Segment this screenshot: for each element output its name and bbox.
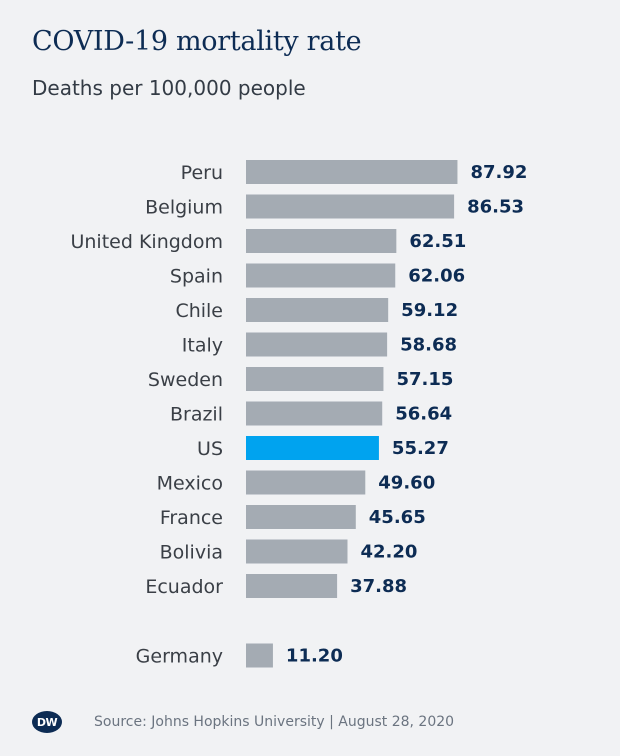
value-label-mexico: 49.60 (378, 473, 435, 494)
category-label-united-kingdom: United Kingdom (70, 231, 223, 253)
category-label-mexico: Mexico (157, 473, 223, 495)
bar-mexico (246, 470, 366, 495)
category-label-italy: Italy (182, 335, 223, 357)
bar-brazil (246, 401, 383, 426)
category-label-brazil: Brazil (170, 404, 223, 426)
value-label-chile: 59.12 (401, 300, 458, 321)
dw-logo: DW (32, 711, 62, 733)
bar-ecuador (246, 574, 338, 598)
bar-peru (246, 160, 458, 184)
category-label-us: US (197, 438, 223, 460)
value-label-ecuador: 37.88 (350, 576, 407, 597)
value-label-us: 55.27 (392, 438, 449, 459)
source-note: Source: Johns Hopkins University | Augus… (94, 714, 455, 730)
category-label-peru: Peru (181, 162, 223, 184)
value-label-italy: 58.68 (400, 335, 457, 356)
bar-france (246, 505, 356, 529)
category-label-bolivia: Bolivia (160, 542, 223, 564)
chart-subtitle: Deaths per 100,000 people (32, 76, 306, 100)
footer: DW Source: Johns Hopkins University | Au… (32, 708, 454, 736)
value-label-belgium: 86.53 (467, 197, 524, 218)
bar-us (246, 436, 379, 460)
bar-chile (246, 298, 389, 322)
value-label-spain: 62.06 (408, 266, 465, 287)
value-label-bolivia: 42.20 (360, 542, 417, 563)
bar-sweden (246, 367, 384, 391)
category-label-spain: Spain (170, 266, 223, 288)
bar-bolivia (246, 539, 348, 564)
category-label-chile: Chile (175, 300, 223, 322)
category-label-france: France (160, 507, 223, 529)
category-label-sweden: Sweden (148, 369, 223, 391)
value-label-germany: 11.20 (286, 646, 343, 667)
category-label-belgium: Belgium (145, 197, 223, 219)
value-label-france: 45.65 (369, 507, 426, 528)
bar-germany (246, 643, 273, 668)
bar-chart: Peru 87.92 Belgium 86.53 United Kingdom 62.51… (70, 160, 527, 668)
category-label-ecuador: Ecuador (145, 576, 223, 598)
bar-spain (246, 263, 396, 288)
chart-title: COVID-19 mortality rate (32, 26, 362, 57)
bar-united-kingdom (246, 229, 397, 253)
category-label-germany: Germany (136, 646, 223, 668)
value-label-peru: 87.92 (470, 162, 527, 183)
bar-belgium (246, 194, 455, 219)
value-label-sweden: 57.15 (396, 369, 453, 390)
bar-italy (246, 332, 388, 357)
value-label-brazil: 56.64 (395, 404, 452, 425)
value-label-united-kingdom: 62.51 (409, 231, 466, 252)
